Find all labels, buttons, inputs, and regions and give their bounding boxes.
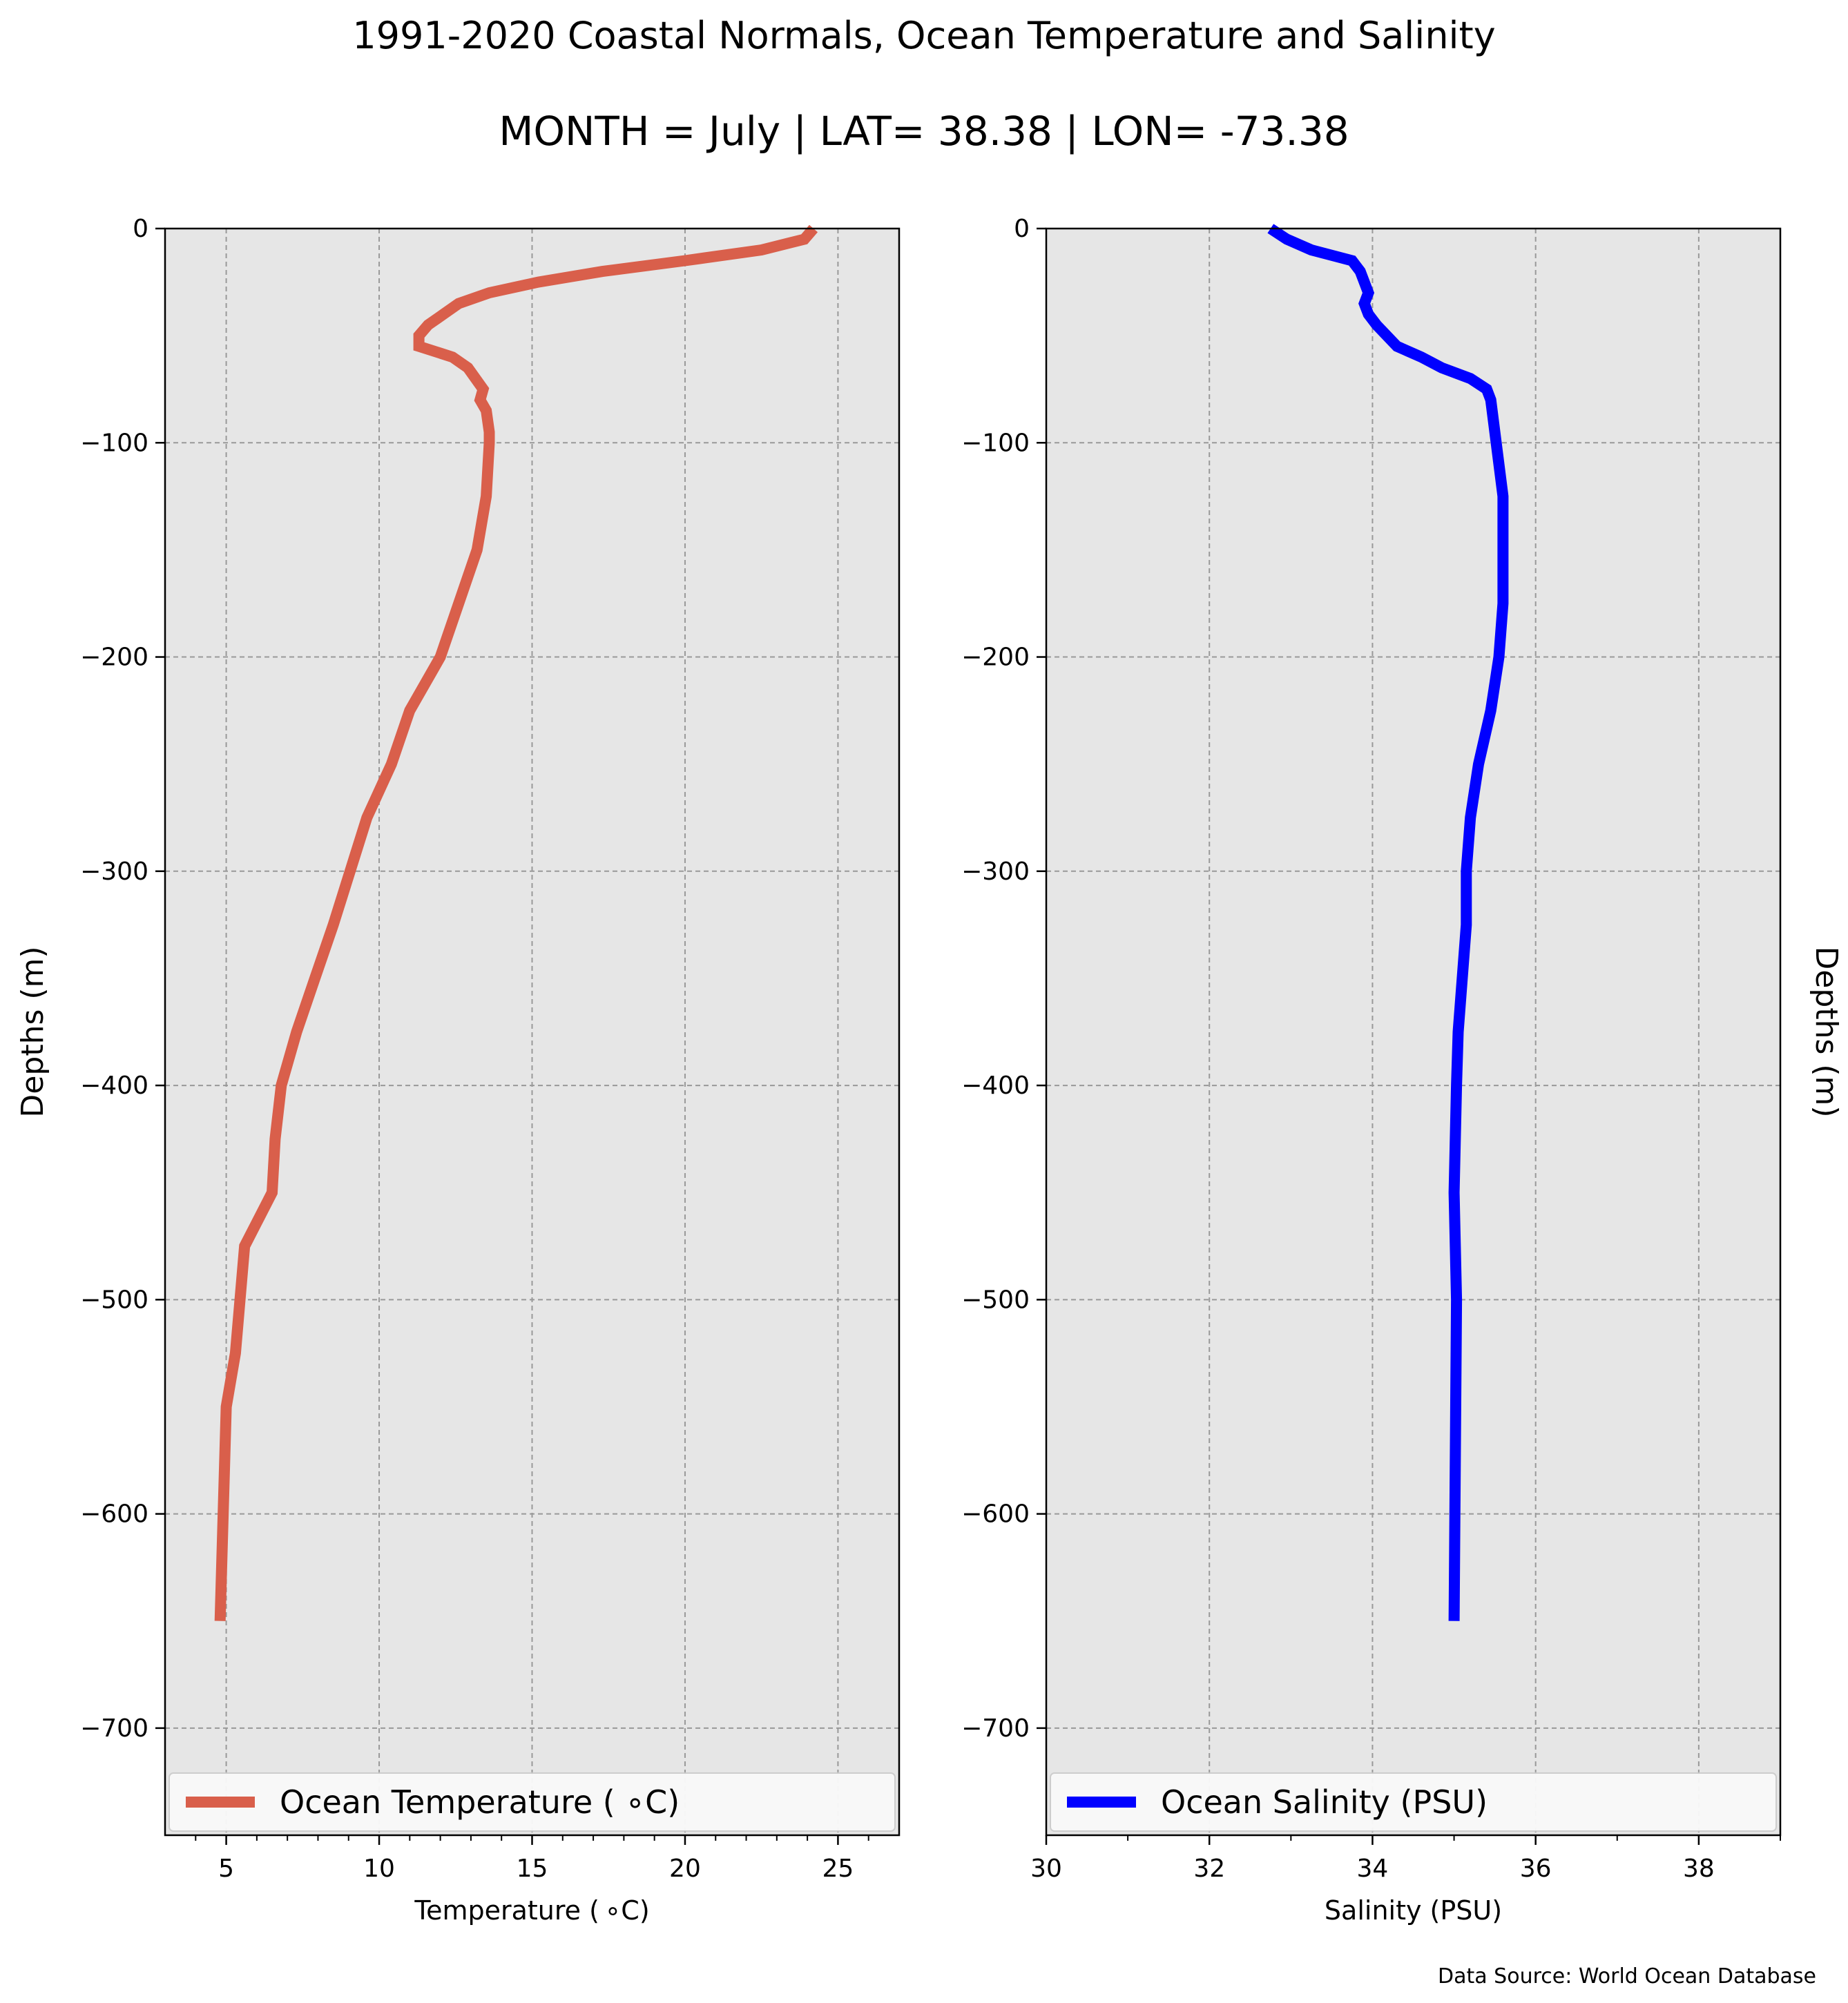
temperature-series-line bbox=[214, 224, 818, 1621]
temperature-ytick-label: −400 bbox=[80, 1072, 148, 1100]
temperature-xtick-label: 15 bbox=[517, 1855, 548, 1883]
temperature-ytick-label: 0 bbox=[133, 215, 148, 243]
salinity-ytick-label: −600 bbox=[961, 1500, 1030, 1529]
salinity-ytick-label: −500 bbox=[961, 1286, 1030, 1314]
salinity-ytick-label: 0 bbox=[1014, 215, 1030, 243]
salinity-xtick-label: 32 bbox=[1193, 1855, 1225, 1883]
temperature-xtick-label: 25 bbox=[822, 1855, 854, 1883]
chart-subtitle: MONTH = July | LAT= 38.38 | LON= -73.38 bbox=[499, 108, 1349, 155]
salinity-xtick-label: 30 bbox=[1030, 1855, 1062, 1883]
temperature-ytick-label: −300 bbox=[80, 858, 148, 886]
salinity-ytick-label: −700 bbox=[961, 1714, 1030, 1743]
temperature-xtick-label: 20 bbox=[669, 1855, 701, 1883]
temperature-legend-label: Ocean Temperature ( ∘C) bbox=[280, 1783, 680, 1821]
salinity-ytick-label: −300 bbox=[961, 858, 1030, 886]
salinity-xtick-label: 38 bbox=[1683, 1855, 1715, 1883]
salinity-xlabel: Salinity (PSU) bbox=[1325, 1895, 1502, 1926]
salinity-xtick-label: 36 bbox=[1520, 1855, 1552, 1883]
salinity-axes-frame bbox=[1045, 227, 1782, 1837]
temperature-xtick-label: 10 bbox=[363, 1855, 395, 1883]
salinity-ylabel: Depths (m) bbox=[1809, 946, 1844, 1117]
temperature-ytick-label: −600 bbox=[80, 1500, 148, 1529]
data-source-note: Data Source: World Ocean Database bbox=[1438, 1964, 1816, 1989]
salinity-series-line bbox=[1267, 224, 1509, 1621]
salinity-ytick-label: −400 bbox=[961, 1072, 1030, 1100]
temperature-panel: Ocean Temperature ( ∘C) 0 −100 −200 −300 −400… bbox=[15, 215, 901, 1926]
temperature-xlabel: Temperature ( ∘C) bbox=[414, 1895, 649, 1926]
salinity-legend bbox=[1050, 1772, 1777, 1832]
temperature-legend bbox=[169, 1772, 896, 1832]
salinity-ytick-label: −200 bbox=[961, 644, 1030, 672]
chart-title: 1991-2020 Coastal Normals, Ocean Tempera… bbox=[352, 14, 1495, 57]
salinity-panel: Ocean Salinity (PSU) 0 −100 −200 −300 −400 −50… bbox=[961, 215, 1844, 1926]
temperature-ylabel: Depths (m) bbox=[15, 946, 50, 1117]
salinity-plot-area bbox=[1046, 229, 1780, 1835]
salinity-ytick-label: −100 bbox=[961, 429, 1030, 457]
temperature-ytick-label: −100 bbox=[80, 429, 148, 457]
temperature-ytick-label: −500 bbox=[80, 1286, 148, 1314]
salinity-legend-label: Ocean Salinity (PSU) bbox=[1161, 1783, 1488, 1821]
salinity-xtick-label: 34 bbox=[1357, 1855, 1389, 1883]
temperature-xtick-label: 5 bbox=[218, 1855, 234, 1883]
temperature-ytick-label: −700 bbox=[80, 1714, 148, 1743]
temperature-ytick-label: −200 bbox=[80, 644, 148, 672]
